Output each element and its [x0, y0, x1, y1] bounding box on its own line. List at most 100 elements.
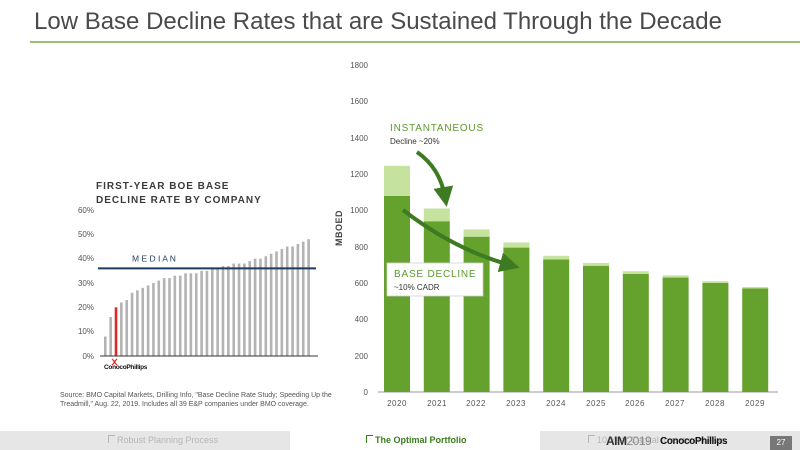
company-bar	[221, 265, 225, 356]
left-ytick-60: 60%	[78, 206, 94, 215]
left-chart-title-line-2: DECLINE RATE BY COMPANY	[96, 195, 262, 206]
bracket-icon	[108, 435, 115, 443]
bracket-icon	[588, 435, 595, 443]
left-ytick-20: 20%	[78, 303, 94, 312]
company-bar	[146, 285, 150, 356]
right-ytick-1200: 1200	[350, 170, 368, 179]
right-ytick-1400: 1400	[350, 134, 368, 143]
right-ytick-400: 400	[355, 315, 369, 324]
left-ytick-0: 0%	[82, 352, 94, 361]
company-bar	[157, 280, 161, 356]
am-2019-logo: AIM2019	[606, 434, 652, 448]
company-bar	[264, 256, 268, 356]
decline-segment-bar-2022	[463, 229, 490, 237]
decline-segment-bar-2021	[423, 208, 450, 222]
company-bar-highlight	[114, 307, 118, 356]
xtick-2025: 2025	[586, 399, 606, 408]
base-production-bar-2021	[423, 221, 450, 392]
decline-segment-bar-2026	[622, 271, 649, 274]
company-bar	[285, 246, 289, 356]
xtick-2028: 2028	[705, 399, 725, 408]
company-bar	[173, 275, 177, 356]
base-production-bar-2029	[742, 288, 769, 392]
left-ytick-40: 40%	[78, 254, 94, 263]
company-bar	[296, 244, 300, 356]
title-divider	[30, 41, 800, 43]
left-ytick-30: 30%	[78, 279, 94, 288]
bracket-icon	[366, 435, 373, 443]
instantaneous-text: Decline ~20%	[390, 137, 440, 146]
conocophillips-marker	[111, 358, 118, 366]
right-ytick-800: 800	[355, 243, 369, 252]
nav-item-capital-plan[interactable]: 10-Year Capital Investment Plan	[588, 431, 768, 450]
company-bar	[125, 300, 128, 356]
instantaneous-arrow	[415, 150, 454, 207]
company-bar	[152, 283, 155, 356]
decline-segment-bar-2024	[543, 255, 570, 260]
right-ylabel: MBOED	[334, 210, 344, 246]
nav-item-optimal-portfolio[interactable]: The Optimal Portfolio	[290, 431, 540, 450]
right-ytick-600: 600	[355, 279, 369, 288]
company-bar	[120, 302, 123, 356]
am-logo-year: 2019	[626, 434, 652, 448]
company-bar	[211, 268, 214, 356]
company-bar	[237, 263, 241, 356]
left-chart-title-line-1: FIRST-YEAR BOE BASE	[96, 181, 229, 192]
conocophillips-logo: ConocoPhillips	[660, 436, 728, 447]
right-ytick-1600: 1600	[350, 97, 368, 106]
company-bar	[104, 336, 107, 356]
company-bar	[291, 246, 294, 356]
left-bars-group	[104, 239, 310, 356]
xtick-2027: 2027	[665, 399, 685, 408]
company-bar	[248, 261, 252, 356]
company-bar	[200, 270, 203, 356]
right-ytick-1800: 1800	[350, 61, 368, 70]
company-bar	[216, 268, 219, 356]
instantaneous-title: INSTANTANEOUS	[390, 123, 484, 134]
decline-segment-bar-2023	[503, 242, 530, 248]
source-note: Source: BMO Capital Markets, Drilling In…	[60, 392, 332, 408]
right-ytick-200: 200	[355, 352, 369, 361]
base-production-bar-2022	[463, 236, 490, 392]
right-ytick-1000: 1000	[350, 206, 368, 215]
left-ytick-50: 50%	[78, 230, 94, 239]
company-bar	[178, 275, 182, 356]
base-production-bar-2023	[503, 247, 530, 392]
company-bar	[269, 253, 273, 356]
base-production-bar-2026	[622, 273, 649, 392]
xtick-2024: 2024	[546, 399, 566, 408]
base-decline-arrow	[401, 208, 520, 273]
company-bar	[275, 251, 278, 356]
xtick-2022: 2022	[466, 399, 486, 408]
decline-segment-bar-2025	[583, 263, 609, 266]
decline-segment-bar-2029	[742, 286, 769, 289]
base-decline-box	[386, 262, 484, 297]
base-decline-text: ~10% CADR	[394, 283, 440, 292]
decline-segment-bar-2027	[662, 275, 689, 278]
company-bar	[227, 265, 230, 356]
base-production-bar-2027	[662, 277, 689, 392]
nav-item-robust-planning[interactable]: Robust Planning Process	[108, 431, 288, 450]
company-bar	[168, 278, 171, 356]
company-bar	[301, 241, 305, 356]
right-ytick-0: 0	[364, 388, 369, 397]
decline-segment-bar-2028	[702, 281, 729, 283]
company-bar	[136, 290, 139, 356]
xtick-2026: 2026	[625, 399, 645, 408]
page-title: Low Base Decline Rates that are Sustaine…	[34, 8, 722, 35]
company-bar	[194, 273, 198, 356]
decline-segment-bar-2020	[384, 165, 410, 196]
am-logo-text: AIM	[606, 434, 627, 448]
company-bar	[280, 248, 284, 356]
company-bar	[130, 292, 134, 356]
xtick-2021: 2021	[427, 399, 447, 408]
company-bar	[109, 317, 112, 356]
left-ytick-10: 10%	[78, 327, 94, 336]
company-bar	[141, 287, 145, 356]
base-production-bar-2028	[702, 283, 729, 392]
company-bar	[307, 239, 310, 356]
company-bar	[189, 273, 193, 356]
base-production-bar-2025	[583, 265, 609, 392]
charts-canvas: FIRST-YEAR BOE BASE DECLINE RATE BY COMP…	[78, 61, 778, 408]
nav-item-label: The Optimal Portfolio	[375, 435, 467, 445]
